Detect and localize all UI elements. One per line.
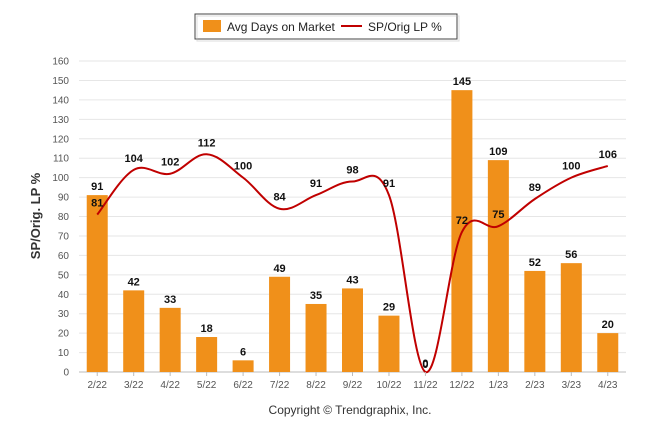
x-tick-label: 2/23	[525, 380, 545, 391]
line-value-label: 104	[125, 153, 144, 165]
y-tick-label: 90	[58, 193, 70, 204]
bar	[342, 288, 363, 372]
bar-value-label: 42	[128, 276, 140, 288]
y-axis-ticks: 0 10 20 30 40 50 60 70 80 90 100 110 120 130 140 150 160	[52, 57, 69, 379]
y-tick-label: 140	[52, 95, 69, 106]
x-tick-label: 3/23	[562, 380, 582, 391]
bar-value-label: 18	[201, 323, 213, 335]
bar	[123, 290, 145, 372]
bar	[269, 276, 291, 372]
y-tick-label: 70	[58, 231, 70, 242]
sp-orig-lp-line	[96, 153, 609, 374]
y-tick-label: 40	[58, 290, 70, 301]
x-tick-label: 8/22	[306, 380, 326, 391]
x-tick-label: 5/22	[197, 380, 217, 391]
bar-value-label: 29	[383, 302, 395, 314]
line-value-label: 91	[310, 178, 322, 190]
line-value-label: 75	[492, 209, 504, 221]
bar-value-label: 109	[489, 146, 507, 158]
x-tick-label: 11/22	[413, 380, 438, 391]
line-value-label: 91	[383, 178, 395, 190]
bar-series	[86, 90, 619, 372]
bar-value-label: 91	[91, 181, 103, 193]
x-tick-label: 1/23	[489, 380, 509, 391]
x-tick-label: 9/22	[343, 380, 363, 391]
legend: Avg Days on Market SP/Orig LP %	[194, 13, 460, 42]
line-value-label: 89	[529, 182, 541, 194]
y-tick-label: 100	[52, 173, 69, 184]
x-tick-label: 6/22	[233, 380, 253, 391]
y-tick-label: 20	[58, 329, 70, 340]
bar	[86, 195, 108, 372]
line-value-label: 100	[562, 161, 580, 173]
legend-bar-label: Avg Days on Market	[227, 20, 335, 34]
x-tick-label: 4/23	[598, 380, 618, 391]
bar	[560, 263, 582, 372]
y-tick-label: 80	[58, 212, 70, 223]
y-tick-label: 30	[58, 309, 70, 320]
copyright-text: Copyright © Trendgraphix, Inc.	[269, 403, 432, 417]
y-tick-label: 160	[52, 57, 69, 68]
x-tick-label: 2/22	[87, 380, 107, 391]
line-series	[96, 153, 609, 374]
y-tick-label: 50	[58, 270, 70, 281]
bar-value-label: 35	[310, 290, 322, 302]
x-tick-label: 10/22	[376, 380, 401, 391]
bar-value-label: 33	[164, 294, 176, 306]
bar-value-label: 43	[346, 274, 358, 286]
bar-value-label: 145	[453, 76, 471, 88]
bar	[232, 360, 254, 372]
data-labels: 91 42 33 18 6 49 35 43 29 0 145 109 52 56 20 81 104 102 11…	[91, 76, 617, 371]
bar	[597, 333, 619, 372]
legend-item-bar: Avg Days on Market	[203, 20, 335, 34]
bar-value-label: 6	[240, 346, 246, 358]
bar-value-label: 20	[602, 319, 614, 331]
y-tick-label: 60	[58, 251, 70, 262]
line-value-label: 98	[346, 165, 358, 177]
line-value-label: 106	[599, 149, 617, 161]
y-tick-label: 0	[63, 368, 69, 379]
line-value-label: 102	[161, 157, 179, 169]
y-tick-label: 10	[58, 348, 70, 359]
x-axis-ticks: 2/22 3/22 4/22 5/22 6/22 7/22 8/22 9/22 10/22 11/…	[87, 372, 618, 391]
legend-item-line: SP/Orig LP %	[341, 20, 442, 34]
bar	[159, 307, 181, 372]
x-tick-label: 3/22	[124, 380, 144, 391]
line-value-label: 100	[234, 161, 252, 173]
bar	[196, 337, 218, 372]
bar-value-label: 52	[529, 257, 541, 269]
y-axis-title: SP/Orig. LP %	[28, 172, 43, 259]
y-tick-label: 120	[52, 134, 69, 145]
bar	[305, 303, 327, 372]
line-value-label: 72	[456, 215, 468, 227]
x-tick-label: 7/22	[270, 380, 290, 391]
x-tick-label: 4/22	[160, 380, 180, 391]
y-tick-label: 130	[52, 115, 69, 126]
line-value-label: 84	[273, 192, 286, 204]
line-value-label: 112	[198, 137, 216, 149]
bar	[378, 315, 400, 372]
legend-bar-swatch	[203, 20, 221, 32]
y-tick-label: 110	[53, 154, 69, 165]
bar	[487, 160, 509, 372]
line-value-label: 81	[91, 198, 103, 210]
bar	[524, 270, 546, 372]
line-value-label: 0	[422, 359, 428, 371]
y-tick-label: 150	[52, 76, 69, 87]
bar-value-label: 49	[273, 263, 285, 275]
legend-line-label: SP/Orig LP %	[368, 20, 442, 34]
x-tick-label: 12/22	[449, 380, 474, 391]
bar-value-label: 0	[422, 358, 428, 370]
bar-value-label: 56	[565, 249, 577, 261]
